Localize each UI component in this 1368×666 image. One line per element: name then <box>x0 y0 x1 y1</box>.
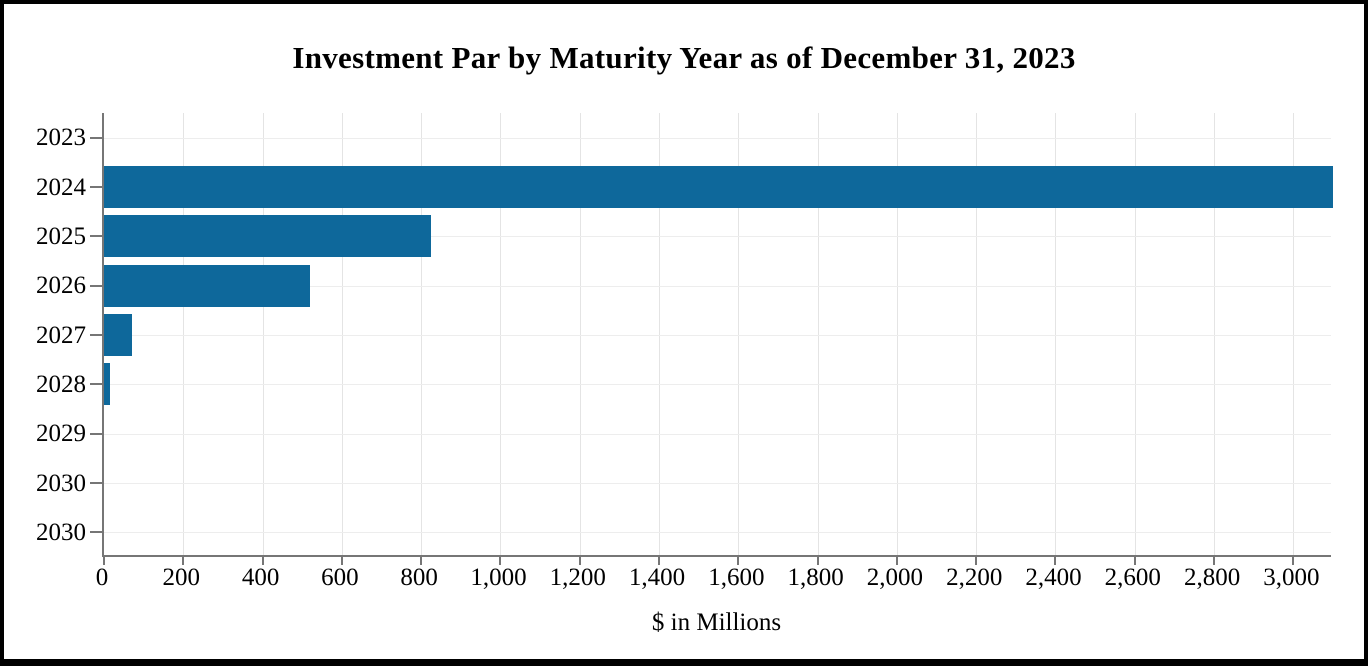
y-tick-label: 2029 <box>36 420 86 448</box>
plot-area <box>90 113 1333 565</box>
vertical-gridline <box>1293 113 1295 555</box>
bar-2027 <box>104 314 132 356</box>
horizontal-gridline <box>104 137 1331 139</box>
x-tick-label: 800 <box>400 564 438 591</box>
vertical-gridline <box>579 113 581 555</box>
x-tick-label: 400 <box>241 564 280 591</box>
x-axis-tick <box>182 557 185 565</box>
x-tick-label: 2,400 <box>1025 564 1082 591</box>
x-tick-label: 2,600 <box>1104 564 1161 591</box>
y-tick-label: 2028 <box>36 370 86 398</box>
x-axis-tick <box>816 557 819 565</box>
x-tick-label: 1,400 <box>628 564 686 591</box>
x-tick-label: 0 <box>95 564 109 591</box>
vertical-gridline <box>976 113 978 555</box>
horizontal-gridline <box>104 433 1331 435</box>
x-axis-tick <box>658 557 661 565</box>
y-axis-tick <box>90 432 102 435</box>
vertical-gridline <box>421 113 423 555</box>
x-tick-label: 2,000 <box>866 564 924 591</box>
x-tick-label: 200 <box>162 564 201 591</box>
x-axis-tick <box>261 557 264 565</box>
x-tick-label: 2,200 <box>946 564 1003 591</box>
vertical-gridline <box>341 113 343 555</box>
y-axis-tick <box>90 383 102 386</box>
x-tick-label: 600 <box>321 564 359 591</box>
x-axis-tick <box>1292 557 1295 565</box>
x-tick-label: 2,800 <box>1183 564 1241 591</box>
vertical-gridline <box>500 113 502 555</box>
y-tick-label: 2025 <box>36 222 86 250</box>
bar-2028 <box>104 363 110 406</box>
x-tick-label: 1,200 <box>549 564 606 591</box>
x-axis-labels: 0 200 400 600 800 1,000 1,200 1,400 1,600 1,800 2,… <box>96 564 1331 596</box>
x-axis-tick <box>975 557 978 565</box>
x-axis-tick <box>578 557 581 565</box>
vertical-gridline <box>183 113 185 555</box>
horizontal-gridline <box>104 483 1331 484</box>
x-axis-tick <box>420 557 423 565</box>
y-tick-label: 2030 <box>36 518 86 546</box>
x-axis-title: $ in Millions <box>651 609 782 636</box>
bar-2024 <box>104 166 1333 208</box>
horizontal-gridline <box>104 384 1331 386</box>
y-axis-tick <box>90 186 102 188</box>
horizontal-gridline <box>104 285 1331 287</box>
vertical-gridline <box>1214 113 1216 555</box>
vertical-gridline <box>817 113 819 555</box>
bar-2025 <box>104 215 432 258</box>
vertical-gridline <box>1134 113 1136 555</box>
y-axis-tick <box>90 284 102 287</box>
vertical-gridline <box>659 113 661 555</box>
y-tick-label: 2026 <box>36 272 86 300</box>
y-axis-labels: 2023 2024 2025 2026 2027 2028 2029 2030 2030 <box>4 113 86 557</box>
bar-2026 <box>104 264 311 307</box>
y-tick-label: 2027 <box>36 321 86 349</box>
vertical-gridline <box>262 113 264 555</box>
x-axis-tick <box>1133 557 1136 565</box>
x-axis-tick <box>1213 557 1216 565</box>
vertical-gridline <box>1055 113 1057 555</box>
horizontal-gridline <box>104 532 1331 534</box>
horizontal-gridline <box>104 236 1331 238</box>
horizontal-gridline <box>104 335 1331 336</box>
y-axis-tick <box>90 334 102 336</box>
x-tick-label: 1,800 <box>787 564 844 591</box>
y-tick-label: 2030 <box>36 469 86 497</box>
x-tick-label: 3,000 <box>1263 564 1320 591</box>
y-axis-tick <box>90 235 102 238</box>
x-axis-tick <box>1054 557 1057 565</box>
x-tick-label: 1,600 <box>708 564 765 591</box>
vertical-gridline <box>896 113 898 555</box>
x-axis-tick <box>737 557 740 565</box>
vertical-gridline <box>738 113 740 555</box>
y-axis-tick <box>90 531 102 534</box>
x-axis-tick <box>340 557 343 565</box>
y-tick-label: 2023 <box>36 124 86 152</box>
y-tick-label: 2024 <box>36 173 86 201</box>
x-tick-label: 1,000 <box>470 564 527 591</box>
x-axis-tick <box>103 557 105 565</box>
chart-title: Investment Par by Maturity Year as of De… <box>292 40 1076 75</box>
y-axis-tick <box>90 482 102 484</box>
x-axis-tick <box>499 557 502 565</box>
x-axis-tick <box>895 557 898 565</box>
y-axis-tick <box>90 136 102 139</box>
